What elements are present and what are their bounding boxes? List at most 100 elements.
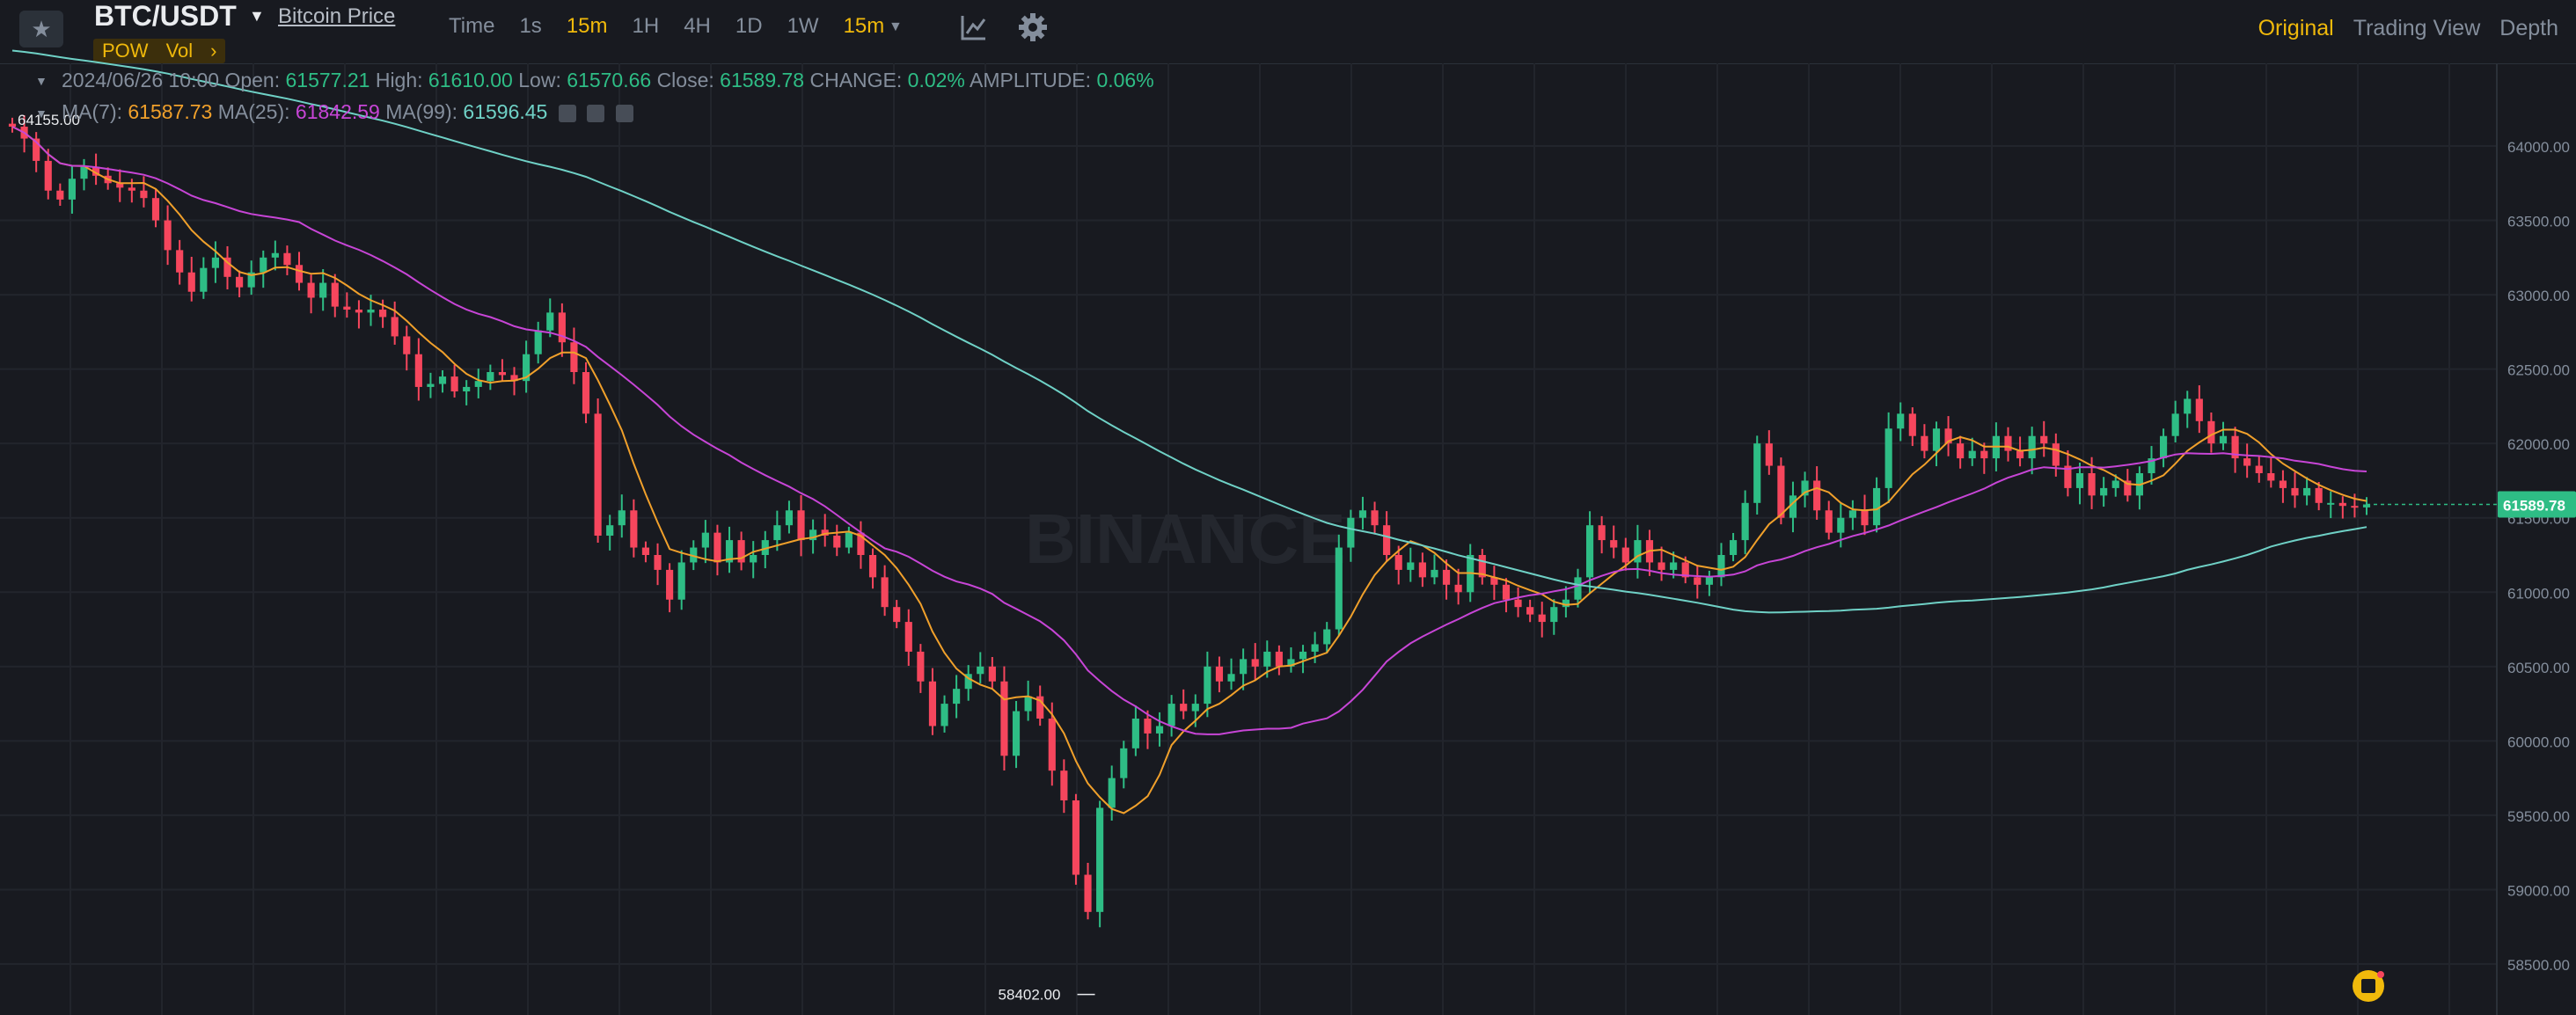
candle-body [33,138,40,161]
candle-body [761,540,769,555]
candle-body [56,190,64,200]
candle-body [510,375,518,382]
interval-time[interactable]: Time [449,14,495,38]
candle-body [1108,778,1116,808]
candle-body [2040,435,2048,444]
candle-body [953,689,961,705]
candle-body [1191,704,1199,712]
candle-body [223,257,231,277]
interval-dropdown[interactable]: 15m [843,14,885,38]
candle-body [1968,450,1976,459]
tag-more[interactable]: › [210,40,217,62]
ma-info: MA(7): 61587.73 MA(25): 61842.59 MA(99):… [62,100,633,124]
candle-body [1299,651,1307,660]
candle-body [1012,711,1021,756]
candle-body [92,166,100,176]
candle-body [487,372,494,382]
interval-1h[interactable]: 1H [632,14,660,38]
candle-body [1024,696,1032,712]
candle-body [1884,428,1892,488]
candle-body [2291,487,2299,496]
pair-dropdown-icon[interactable]: ▼ [249,7,265,25]
candle-body [1837,517,1845,533]
candle-body [1240,659,1248,675]
bitcoin-price-link[interactable]: Bitcoin Price [278,4,396,28]
candle-body [1358,510,1367,518]
tag-pow[interactable]: POW [102,40,149,62]
low-label: Low: [518,69,561,91]
candle-body [1096,807,1104,912]
candle-body [1538,614,1546,623]
y-tick-label: 63500.00 [2507,214,2570,230]
candle-body [964,674,972,690]
candle-body [785,510,794,526]
settings-gear-icon[interactable] [1018,12,1048,42]
indicators-icon[interactable] [959,12,989,42]
candle-body [1131,719,1139,748]
y-tick-label: 58500.00 [2507,957,2570,974]
collapse-ohlc-icon[interactable]: ▼ [35,74,48,88]
candle-body [534,330,542,354]
interval-1d[interactable]: 1D [735,14,763,38]
indicator-settings-icon[interactable] [587,104,605,122]
candle-body [1872,487,1881,526]
view-depth[interactable]: Depth [2499,16,2558,40]
candle-body [988,666,996,682]
collapse-ma-icon[interactable]: ▼ [35,106,48,120]
candle-body [868,555,877,578]
candle-body [2111,480,2119,488]
hide-indicator-icon[interactable] [558,104,576,122]
high-value: 61610.00 [428,69,513,91]
candle-body [677,562,685,600]
candle-body [523,354,531,382]
candle-body [1741,502,1749,541]
candle-body [355,310,363,313]
candle-body [1621,547,1629,563]
y-tick-label: 61000.00 [2507,585,2570,602]
interval-selector: Time 1s 15m 1H 4H 1D 1W 15m [449,14,909,39]
candle-body [2171,413,2179,436]
interval-4h[interactable]: 4H [684,14,711,38]
candle-body [558,312,566,343]
ohlc-date: 2024/06/26 10:00 [62,69,220,91]
interval-1w[interactable]: 1W [787,14,819,38]
candle-body [893,607,901,623]
candle-body [1550,607,1558,623]
candle-body [1275,651,1283,667]
view-original[interactable]: Original [2258,16,2334,40]
candle-body [2315,487,2323,503]
candle-body [666,569,674,600]
candle-body [1394,555,1402,570]
candle-body [2195,398,2203,421]
change-label: CHANGE: [809,69,903,91]
favorite-star-button[interactable]: ★ [19,11,63,47]
trading-pair[interactable]: BTC/USDT [94,0,237,32]
interval-15m[interactable]: 15m [566,14,608,38]
candle-body [2255,465,2263,473]
open-value: 61577.21 [285,69,370,91]
view-trading-view[interactable]: Trading View [2353,16,2481,40]
candle-body [977,666,984,675]
candle-body [1634,540,1642,563]
candle-body [714,532,721,563]
candle-body [319,282,327,298]
candle-body [2207,420,2215,444]
interval-dropdown-icon[interactable]: ▼ [889,19,903,34]
candle-body [1072,800,1080,875]
candle-body [2052,443,2060,466]
candle-body [1227,674,1235,682]
tag-vol[interactable]: Vol [165,40,194,62]
candle-body [1431,569,1438,578]
candle-body [773,525,781,541]
current-price-tag [2498,491,2576,518]
candle-body [2338,502,2346,507]
y-tick-label: 62500.00 [2507,362,2570,379]
remove-indicator-icon[interactable] [615,104,633,122]
candle-body [1980,450,1988,459]
candle-body [570,342,578,373]
candle-body [2160,435,2168,459]
candle-body [367,310,375,313]
current-price-label: 61589.78 [2503,498,2565,515]
interval-1s[interactable]: 1s [519,14,542,38]
